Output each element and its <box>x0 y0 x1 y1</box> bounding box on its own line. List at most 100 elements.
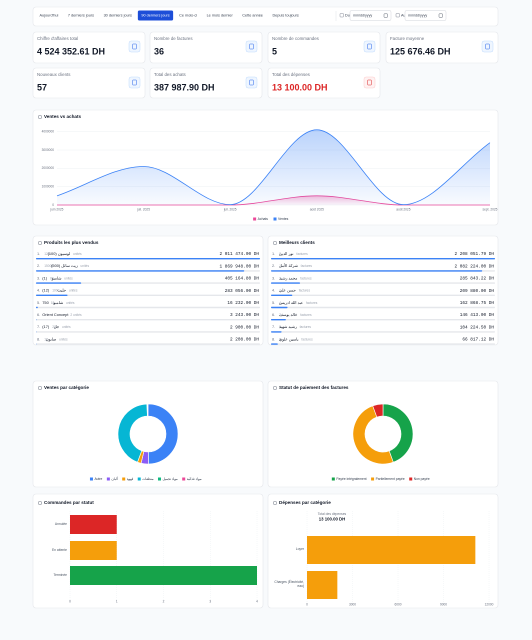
kpi-icon <box>481 40 494 53</box>
list-item-label: 3. (1) شامبو80 unités <box>37 275 73 280</box>
card <box>267 380 499 488</box>
kpi-icon <box>128 76 141 89</box>
kpi-value: 13 100.00 DH <box>272 82 328 92</box>
kpi-icon-glyph <box>249 43 254 50</box>
list-item-amount: 285 843.22 DH <box>460 277 495 282</box>
date-input[interactable] <box>404 10 447 21</box>
x-tick-label: juil. 2025 <box>136 207 150 211</box>
x-tick-label: 0 <box>306 602 308 606</box>
filter-button[interactable] <box>203 10 237 21</box>
line <box>56 129 491 206</box>
kpi-value: 57 <box>37 82 47 92</box>
bar <box>271 343 278 345</box>
kpi-value: 4 524 352.61 DH <box>37 46 105 56</box>
kpi-icon-glyph <box>249 79 254 86</box>
date-label: Du <box>345 14 350 18</box>
category-label-box: Charges (Électricité, eau) <box>274 580 304 588</box>
filter-button-label: Le mois dernier <box>207 14 234 18</box>
date-input[interactable] <box>349 10 392 21</box>
kpi-value: 125 676.46 DH <box>390 46 451 56</box>
card-title: Dépenses par catégorie <box>279 500 331 505</box>
bar <box>36 282 82 284</box>
y-tick-label: Terminée <box>53 572 67 577</box>
bar <box>36 294 68 296</box>
icon <box>272 385 278 391</box>
name: نور الدين <box>279 251 293 256</box>
name: محمد رشيد <box>279 275 297 280</box>
list-item-amount: 2 011 474.00 DH <box>219 252 259 257</box>
bar <box>271 331 282 333</box>
filter-button[interactable] <box>36 10 62 21</box>
filter-button[interactable] <box>175 10 201 21</box>
filter-button-label: Depuis toujours <box>272 14 298 18</box>
x-tick-label: juil. 2025 <box>223 207 237 211</box>
bar-track <box>36 319 260 321</box>
kpi-label: Facture moyenne <box>390 36 425 41</box>
filter-button[interactable] <box>137 10 174 21</box>
list-item-label: 3. محمد رشيد7 factures <box>272 275 312 280</box>
legend-label: Autre <box>94 477 102 481</box>
legend: Achats Ventes <box>253 217 289 221</box>
list-item-amount: 66 817.12 DH <box>462 338 494 343</box>
x-tick-label: 3 <box>209 599 211 603</box>
legend-label: قهوة <box>127 477 134 481</box>
rank: 4. <box>272 288 275 293</box>
kpi-label: Chiffre d'affaires total <box>37 36 78 41</box>
x-tick-label: 2 <box>163 599 165 603</box>
rank: 7. <box>272 324 275 329</box>
kpi-icon <box>363 76 376 89</box>
donut-slice <box>147 403 179 465</box>
bar-track <box>36 294 260 296</box>
list-item-amount: 2 082 224.00 DH <box>454 264 494 269</box>
x-tick-label: août 2025 <box>310 207 324 211</box>
list-item-label: 6. خالد يوسف3 factures <box>272 312 312 317</box>
icon <box>37 240 43 246</box>
list-item-label: 8. صابون12 unités <box>37 336 68 341</box>
bar-track <box>36 306 260 309</box>
legend-swatch <box>137 477 141 481</box>
category-label-box: Annulée <box>55 522 67 526</box>
name: خالد يوسف <box>279 312 298 317</box>
kpi-icon-glyph <box>485 43 490 50</box>
bar <box>307 536 476 564</box>
filter-button[interactable] <box>64 10 98 21</box>
icon <box>37 114 43 120</box>
card <box>267 67 381 99</box>
list-item-amount: 2 900.00 DH <box>230 325 259 330</box>
list-item-label: 8. ياسين علوي8 factures <box>272 336 313 341</box>
kpi-icon <box>245 76 258 89</box>
kpi-icon <box>363 40 376 53</box>
bar-track <box>36 343 260 345</box>
kpi-label: Nombre de commandes <box>272 36 320 41</box>
legend-swatch <box>106 477 110 481</box>
kpi-label: Total des dépenses <box>272 72 311 77</box>
icon <box>272 240 278 246</box>
name: (1) شامبو <box>42 275 62 280</box>
name: شركة الأمل <box>279 262 298 268</box>
filter-button[interactable] <box>238 10 267 21</box>
bar-track <box>271 319 495 321</box>
filter-button[interactable] <box>100 10 136 21</box>
card-title: Ventes par catégorie <box>44 385 89 390</box>
card <box>32 493 264 609</box>
date-placeholder: mm/dd/yyyy <box>408 14 427 18</box>
rank: 3. <box>37 275 40 280</box>
card <box>385 31 499 64</box>
list-item-amount: 162 868.75 DH <box>460 301 495 306</box>
rank: 6. <box>37 312 40 317</box>
rank: 2. <box>37 263 40 268</box>
name: حسن علي <box>279 288 296 293</box>
legend-label: Payée intégralement <box>336 477 366 481</box>
legend-label: ألبان <box>111 476 117 481</box>
filter-button-label: 7 derniers jours <box>68 14 94 18</box>
legend-swatch <box>182 477 186 481</box>
bar <box>271 306 288 309</box>
calendar-icon <box>339 13 344 18</box>
x-tick-label: 12000 <box>485 602 494 606</box>
x-tick-label: 4 <box>256 599 258 603</box>
legend-swatch <box>253 217 257 221</box>
card-title: Commandes par statut <box>44 500 94 505</box>
y-tick-label: 4000000 <box>42 130 55 134</box>
filter-button[interactable] <box>268 10 303 21</box>
bar <box>70 515 117 534</box>
